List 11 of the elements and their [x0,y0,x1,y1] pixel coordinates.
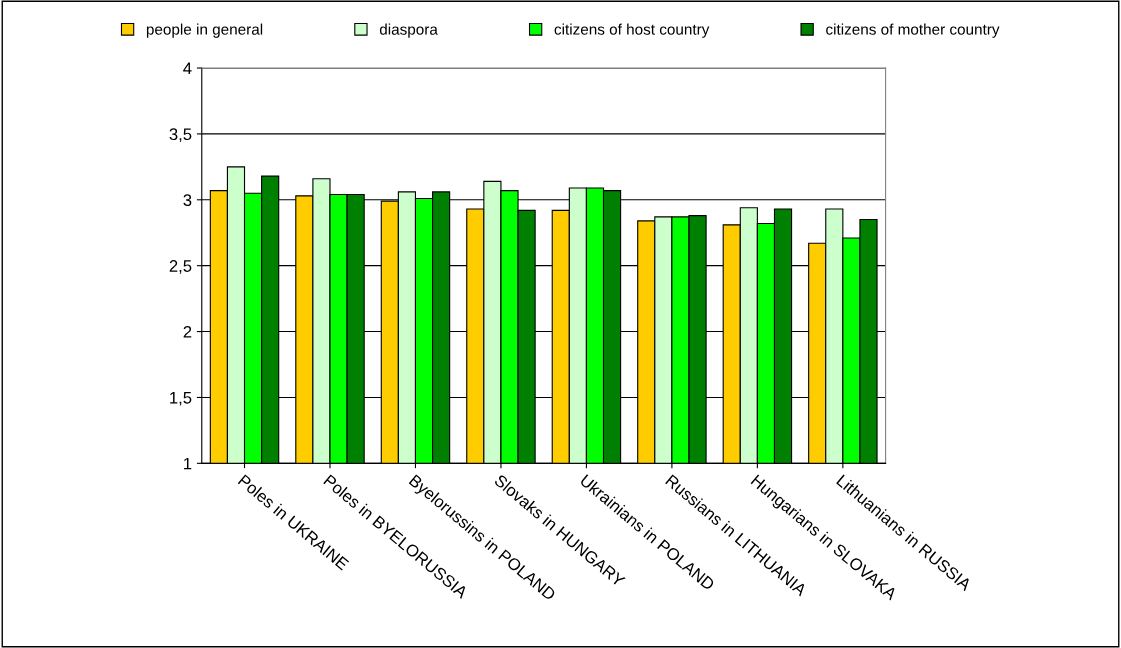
legend-label: people in general [146,23,263,38]
y-tick-label: 4 [183,62,192,75]
y-tick-label: 2,5 [169,260,192,274]
legend-label: citizens of host country [554,23,710,38]
y-tick-label: 2 [183,325,192,338]
legend-label: diaspora [379,23,438,38]
y-tick-label: 3,5 [169,128,192,143]
y-tick-label: 3 [183,194,192,206]
y-tick-label: 1,5 [170,392,192,406]
y-tick-label: 1 [184,457,192,470]
legend-label: citizens of mother country [826,23,1000,38]
